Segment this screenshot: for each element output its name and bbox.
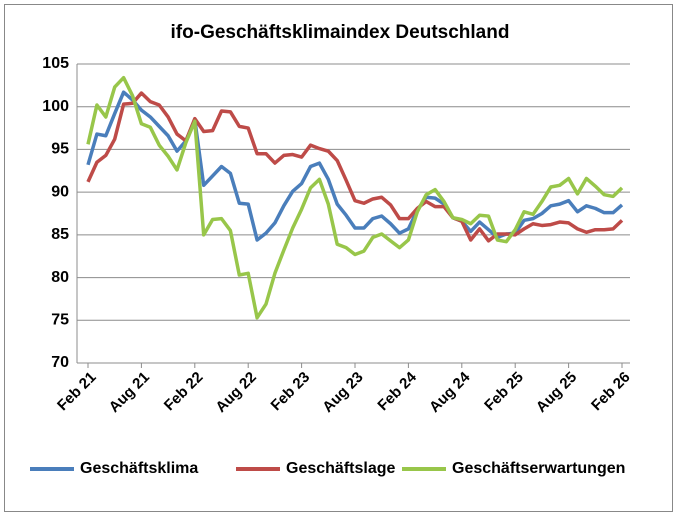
y-tick-label: 85: [51, 226, 69, 243]
data-line: [86, 75, 624, 320]
y-tick-label: 70: [51, 354, 69, 371]
y-tick-label: 75: [51, 312, 69, 329]
y-tick-label: 90: [51, 183, 69, 200]
y-tick-label: 100: [42, 98, 69, 115]
y-tick-label: 80: [51, 269, 69, 286]
chart-title: ifo-Geschäftsklimaindex Deutschland: [171, 22, 510, 43]
data-line: [86, 91, 624, 243]
legend-label: Geschäftsklima: [80, 460, 198, 477]
data-line: [86, 90, 624, 242]
legend-label: Geschäftserwartungen: [452, 460, 625, 477]
y-tick-label: 105: [42, 55, 69, 72]
y-tick-label: 95: [51, 141, 69, 158]
legend-label: Geschäftslage: [286, 460, 395, 477]
chart-border: [4, 4, 673, 512]
